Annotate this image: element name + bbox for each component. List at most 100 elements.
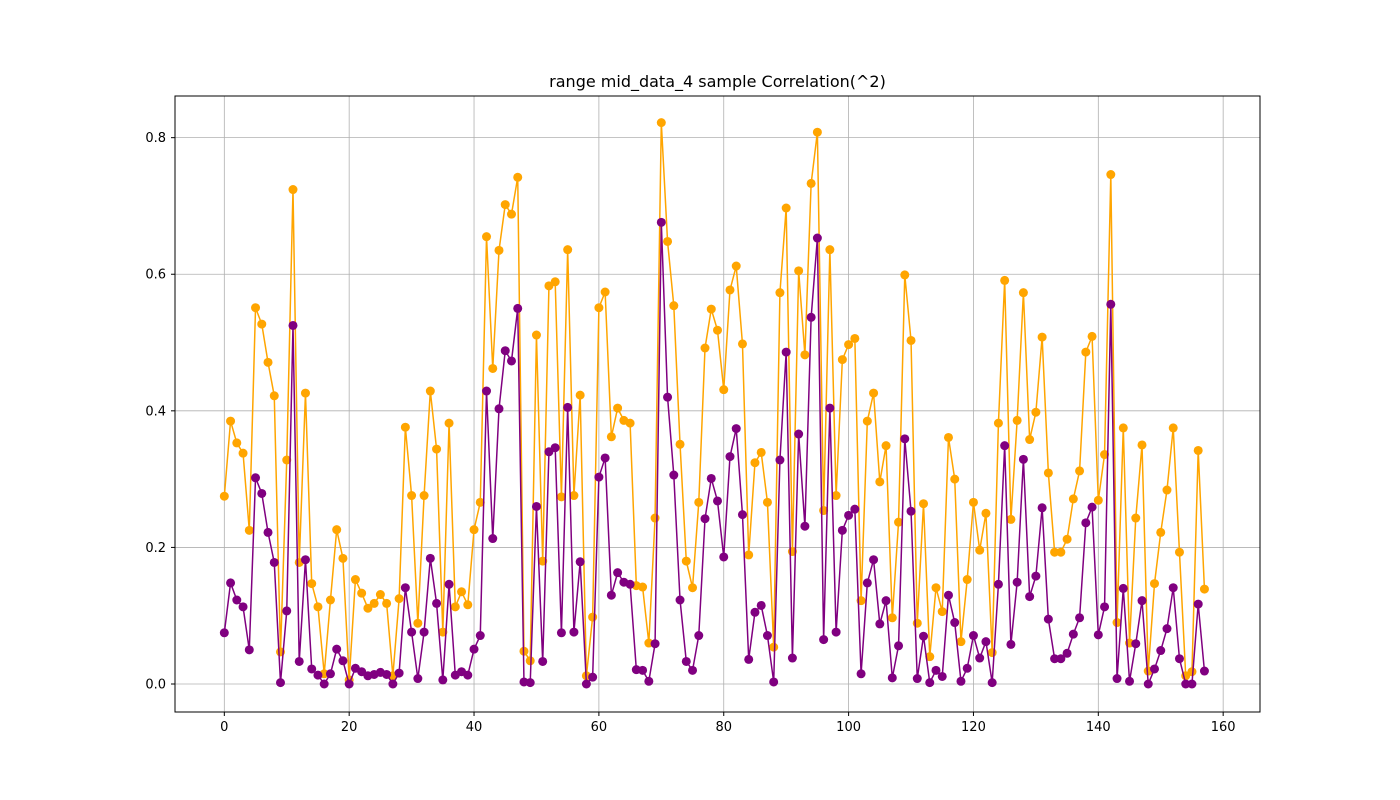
data-point xyxy=(906,506,916,516)
data-point xyxy=(669,301,679,311)
data-point xyxy=(1043,614,1053,624)
data-point xyxy=(263,357,273,367)
data-point xyxy=(688,665,698,675)
data-point xyxy=(251,473,261,483)
data-point xyxy=(912,618,922,628)
data-point xyxy=(700,514,710,524)
data-point xyxy=(375,590,385,600)
x-tick-label: 100 xyxy=(836,720,861,735)
data-point xyxy=(288,185,298,195)
data-point xyxy=(332,644,342,654)
data-point xyxy=(968,497,978,507)
data-point xyxy=(694,497,704,507)
data-point xyxy=(382,669,392,679)
data-point xyxy=(943,590,953,600)
data-point xyxy=(238,448,248,458)
data-point xyxy=(1137,596,1147,606)
data-point xyxy=(444,579,454,589)
data-point xyxy=(862,416,872,426)
data-point xyxy=(382,598,392,608)
data-point xyxy=(588,672,598,682)
data-point xyxy=(494,404,504,414)
data-point xyxy=(968,631,978,641)
data-point xyxy=(1156,646,1166,656)
data-point xyxy=(419,491,429,501)
data-point xyxy=(744,654,754,664)
data-point xyxy=(1018,288,1028,298)
data-point xyxy=(425,386,435,396)
data-point xyxy=(719,385,729,395)
data-point xyxy=(613,403,623,413)
data-point xyxy=(282,606,292,616)
data-point xyxy=(1106,170,1116,180)
series-line xyxy=(223,121,1206,681)
data-point xyxy=(1068,629,1078,639)
data-point xyxy=(650,639,660,649)
data-point xyxy=(1150,579,1159,589)
data-point xyxy=(232,595,242,605)
data-point xyxy=(806,312,816,322)
data-point xyxy=(1193,445,1203,455)
data-point xyxy=(1125,676,1135,686)
data-point xyxy=(1087,331,1097,341)
data-point xyxy=(819,635,829,645)
y-axis: 0.0 0.2 0.4 0.6 0.8 xyxy=(145,131,175,693)
data-point xyxy=(325,669,335,679)
data-point xyxy=(407,491,417,501)
data-point xyxy=(400,422,410,432)
data-point xyxy=(638,665,648,675)
data-point xyxy=(444,418,454,428)
data-point xyxy=(962,575,972,585)
data-point xyxy=(488,534,498,544)
data-point xyxy=(282,455,292,465)
data-point xyxy=(713,496,722,506)
data-point xyxy=(912,674,922,684)
data-point xyxy=(600,453,610,463)
data-point xyxy=(506,356,516,366)
data-point xyxy=(800,521,810,531)
data-point xyxy=(731,424,741,434)
data-point xyxy=(1187,679,1197,689)
data-point xyxy=(594,472,604,482)
data-point xyxy=(931,665,941,675)
data-point xyxy=(313,602,323,612)
data-point xyxy=(856,669,866,679)
data-point xyxy=(1025,592,1035,602)
data-point xyxy=(881,441,891,451)
data-point xyxy=(669,470,679,480)
data-point xyxy=(300,555,310,565)
data-point xyxy=(1181,679,1191,689)
data-point xyxy=(675,595,685,605)
data-point xyxy=(563,402,573,412)
data-point xyxy=(656,217,666,227)
data-point xyxy=(1037,503,1047,513)
data-point xyxy=(837,525,847,535)
data-point xyxy=(950,474,960,484)
data-point xyxy=(1143,679,1153,689)
data-point xyxy=(725,452,735,462)
data-point xyxy=(506,209,516,219)
data-point xyxy=(756,447,766,457)
data-point xyxy=(313,670,323,680)
data-point xyxy=(1012,415,1022,425)
data-point xyxy=(263,527,273,537)
data-point xyxy=(781,203,791,213)
data-point xyxy=(756,600,766,610)
data-point xyxy=(1006,514,1016,524)
data-point xyxy=(987,678,997,688)
data-point xyxy=(613,568,623,578)
x-tick-label: 120 xyxy=(961,720,986,735)
data-point xyxy=(993,418,1003,428)
data-point xyxy=(531,501,541,511)
data-point xyxy=(1100,450,1110,460)
data-point xyxy=(432,598,442,608)
data-point xyxy=(307,664,317,674)
data-point xyxy=(769,642,779,652)
data-point xyxy=(750,458,760,468)
data-point xyxy=(219,628,229,638)
data-point xyxy=(363,603,373,613)
series-2 xyxy=(219,217,1209,689)
data-point xyxy=(1156,527,1166,537)
data-point xyxy=(388,679,398,689)
data-point xyxy=(956,676,966,686)
